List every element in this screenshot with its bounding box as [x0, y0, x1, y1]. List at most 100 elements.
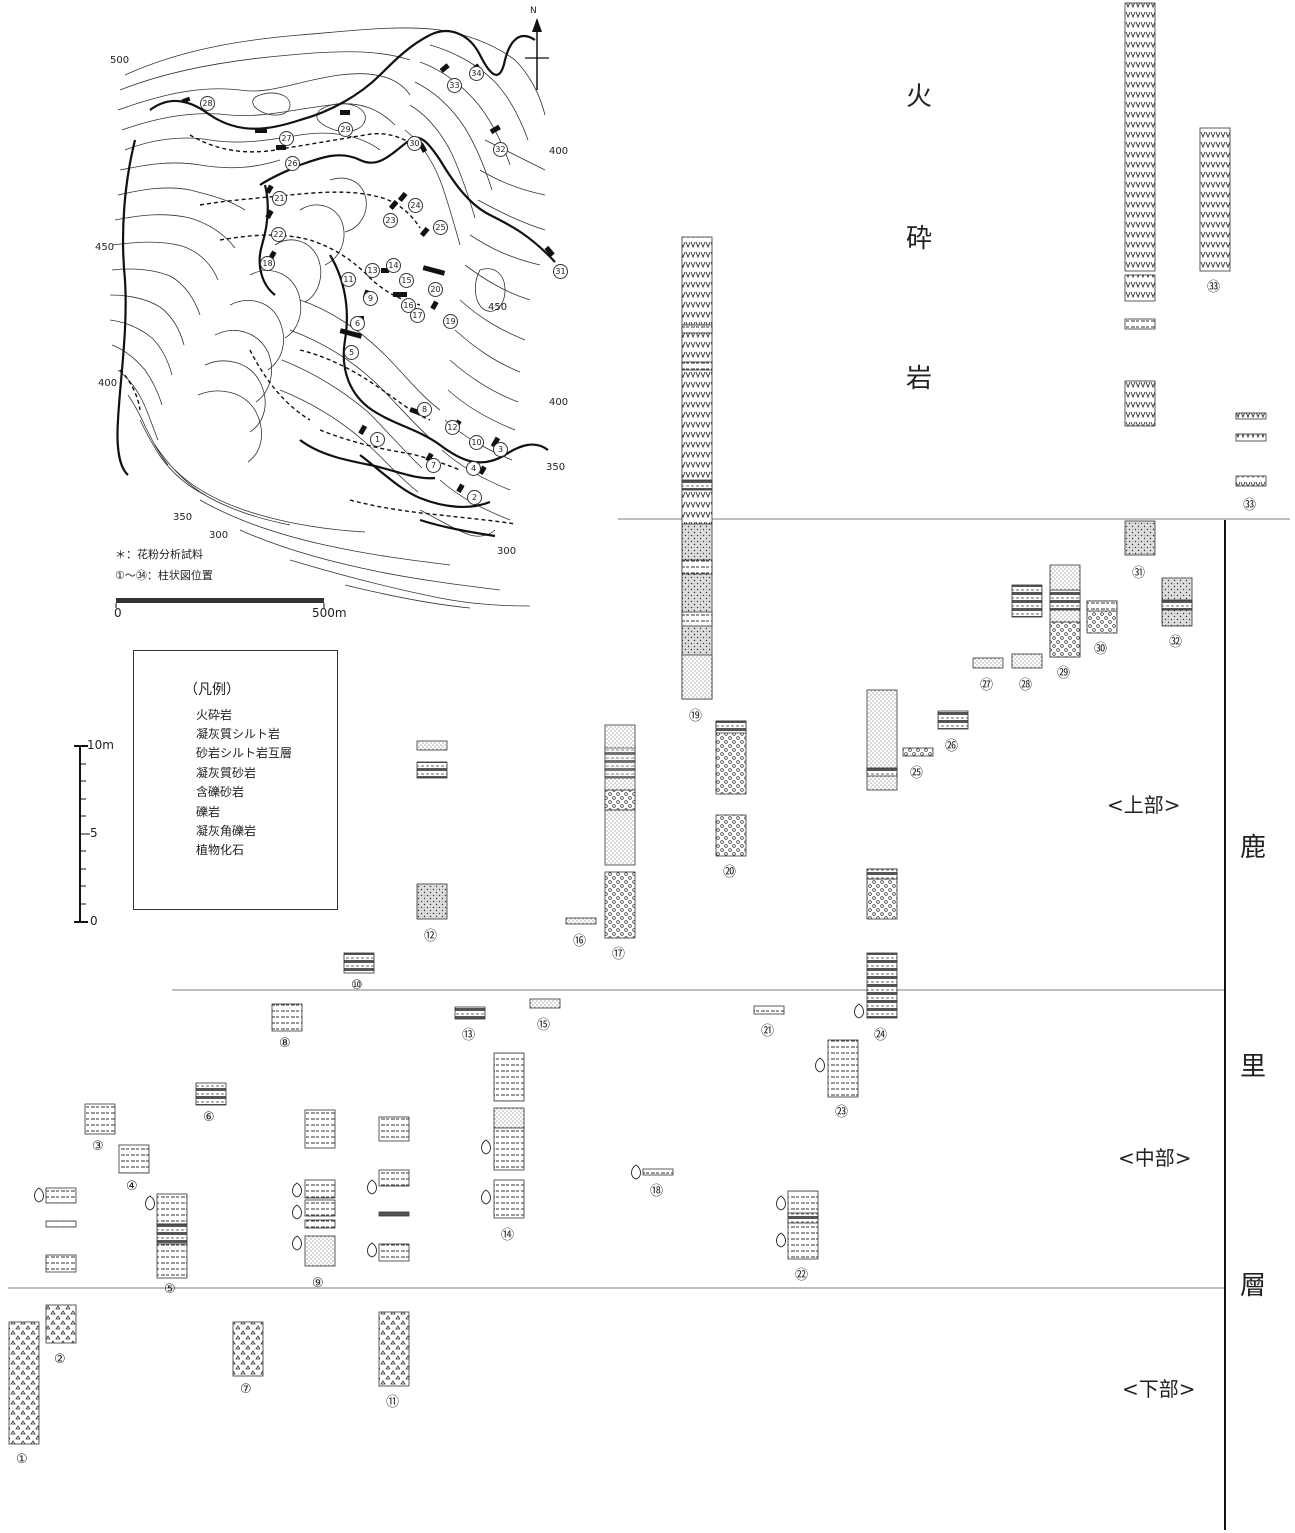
column-11-breccia — [378, 1311, 410, 1387]
column-number-15: ⑮ — [537, 1018, 551, 1033]
formation-label-3: 層 — [1240, 1271, 1267, 1301]
contour-label: 300 — [209, 530, 229, 541]
column-number-6: ⑥ — [203, 1110, 215, 1125]
map-site-33: 33 — [447, 78, 462, 93]
map-site-8: 8 — [417, 402, 432, 417]
column-number-31: ㉛ — [1132, 566, 1146, 581]
column-14-silt — [493, 1052, 525, 1102]
contour-label: 350 — [546, 462, 566, 473]
legend-title: （凡例） — [184, 682, 240, 698]
map-site-14: 14 — [386, 258, 401, 273]
map-site-28: 28 — [200, 96, 215, 111]
note-pollen: ＊：花粉分析試料 — [115, 548, 203, 561]
map-site-21: 21 — [272, 191, 287, 206]
legend-item-pebbly-sandstone: 含礫砂岩 — [196, 784, 245, 799]
north-label: N — [530, 6, 537, 16]
column-number-16: ⑯ — [573, 934, 587, 949]
map-site-26: 26 — [285, 156, 300, 171]
column-5-silt — [156, 1193, 188, 1225]
map-site-11: 11 — [341, 272, 356, 287]
column-number-9: ⑨ — [312, 1276, 324, 1291]
middle-member-label: <中部> — [1118, 1146, 1192, 1170]
legend-item-sandstone: 凝灰質砂岩 — [196, 765, 257, 780]
column-23-silt — [827, 1039, 859, 1098]
legend-item-breccia: 凝灰角礫岩 — [196, 823, 257, 838]
legend-item-alternation: 砂岩シルト岩互層 — [196, 745, 293, 760]
column-number-24: ㉔ — [874, 1028, 888, 1043]
column-19-volc — [681, 236, 713, 525]
column-9-silt — [304, 1109, 336, 1149]
column-2-silt — [45, 1187, 77, 1204]
column-number-27: ㉗ — [980, 678, 994, 693]
column-number-4: ④ — [126, 1179, 138, 1194]
column-1-breccia — [8, 1321, 40, 1445]
contour-label: 300 — [497, 546, 517, 557]
volcanic-label-3: 岩 — [906, 364, 933, 394]
column-27-sand — [972, 657, 1004, 669]
map-site-24: 24 — [408, 198, 423, 213]
map-site-29: 29 — [338, 122, 353, 137]
column-number-22: ㉒ — [795, 1268, 809, 1283]
map-scale-start: 0 — [114, 606, 122, 620]
column-number-5: ⑤ — [164, 1282, 176, 1297]
map-site-13: 13 — [365, 263, 380, 278]
map-site-3: 3 — [493, 442, 508, 457]
map-site-1: 1 — [370, 432, 385, 447]
column-26-alt — [937, 710, 969, 730]
column-number-8: ⑧ — [279, 1036, 291, 1051]
column-22-silt — [787, 1190, 819, 1260]
column-31-volc — [1124, 2, 1156, 272]
contour-label: 500 — [110, 55, 130, 66]
map-site-4: 4 — [466, 461, 481, 476]
column-number-18: ⑱ — [650, 1184, 664, 1199]
column-number-30: ㉚ — [1094, 642, 1108, 657]
column-31-sand — [1124, 520, 1156, 556]
map-site-2: 2 — [467, 490, 482, 505]
map-site-32: 32 — [493, 142, 508, 157]
column-16-sand — [565, 917, 597, 925]
map-site-6: 6 — [350, 316, 365, 331]
column-21-silt — [753, 1005, 785, 1015]
column-number-29: ㉙ — [1057, 666, 1071, 681]
scale-0: 0 — [90, 914, 98, 928]
column-2-breccia — [45, 1304, 77, 1344]
map-site-27: 27 — [279, 131, 294, 146]
column-number-11: ⑪ — [386, 1395, 400, 1410]
column-12-sand — [416, 740, 448, 751]
map-site-23: 23 — [383, 213, 398, 228]
column-number-2: ② — [54, 1352, 66, 1367]
column-8-silt — [271, 1003, 303, 1032]
map-site-10: 10 — [469, 435, 484, 450]
column-number-20: ⑳ — [723, 865, 737, 880]
map-site-5: 5 — [344, 345, 359, 360]
contour-label: 450 — [488, 302, 508, 313]
map-site-20: 20 — [428, 282, 443, 297]
legend-item-volcanic: 火砕岩 — [196, 707, 233, 722]
map-site-34: 34 — [469, 66, 484, 81]
map-site-22: 22 — [271, 227, 286, 242]
map-site-25: 25 — [433, 220, 448, 235]
map-site-18: 18 — [260, 256, 275, 271]
map-scale-end: 500m — [312, 606, 347, 620]
note-columns: ①〜㉞：柱状図位置 — [115, 569, 213, 582]
column-15-sand — [529, 998, 561, 1009]
column-number-17: ⑰ — [612, 947, 626, 962]
volcanic-label-1: 火 — [906, 82, 933, 112]
column-number-23: ㉓ — [835, 1105, 849, 1120]
column-number-14: ⑭ — [501, 1228, 515, 1243]
column-number-19: ⑲ — [689, 709, 703, 724]
column-18-silt — [642, 1168, 674, 1176]
column-3-silt — [84, 1103, 116, 1135]
legend-item-conglomerate: 礫岩 — [196, 804, 221, 819]
volcanic-label-2: 砕 — [906, 224, 933, 254]
map-site-19: 19 — [443, 314, 458, 329]
formation-label-2: 里 — [1240, 1052, 1267, 1082]
column-number-21: ㉑ — [761, 1024, 775, 1039]
map-site-30: 30 — [407, 136, 422, 151]
column-25-cong — [902, 747, 934, 757]
column-number-3: ③ — [92, 1139, 104, 1154]
contour-label: 400 — [549, 397, 569, 408]
contour-label: 400 — [98, 378, 118, 389]
column-number-1: ① — [16, 1452, 28, 1467]
column-number-10: ⑩ — [351, 978, 363, 993]
